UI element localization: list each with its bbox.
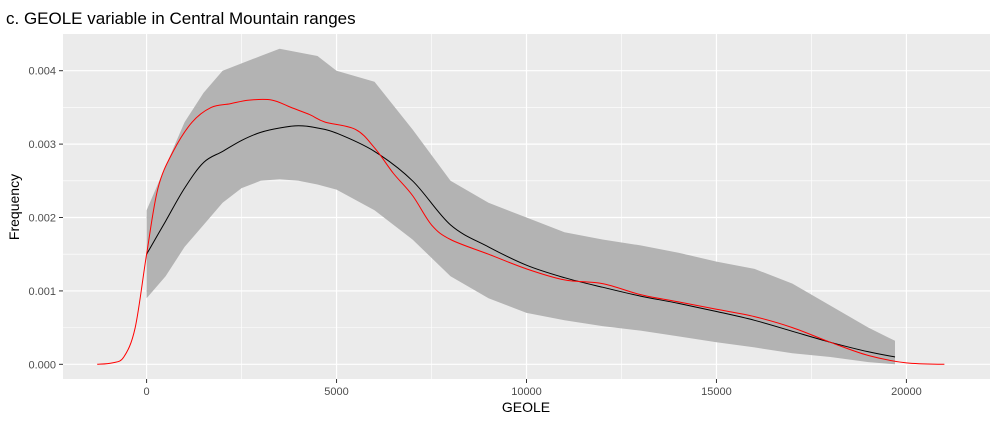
confidence-ribbon bbox=[146, 48, 896, 365]
x-tick-label: 20000 bbox=[891, 386, 922, 398]
x-tick-label: 10000 bbox=[511, 386, 542, 398]
y-axis: 0.000 0.001 0.002 0.003 0.004 bbox=[28, 66, 63, 371]
mean-density-line bbox=[146, 125, 896, 358]
chart-title: c. GEOLE variable in Central Mountain ra… bbox=[6, 9, 356, 28]
y-tick-label: 0.002 bbox=[28, 213, 56, 225]
y-tick-label: 0.000 bbox=[28, 359, 56, 371]
y-axis-title: Frequency bbox=[6, 174, 22, 240]
observed-density-line bbox=[97, 98, 945, 365]
x-axis-title: GEOLE bbox=[502, 399, 550, 415]
y-tick-label: 0.001 bbox=[28, 286, 56, 298]
series-layer bbox=[97, 48, 945, 365]
x-axis: 0 5000 10000 15000 20000 bbox=[144, 379, 922, 398]
y-tick-label: 0.003 bbox=[28, 139, 56, 151]
x-tick-label: 5000 bbox=[324, 386, 348, 398]
x-tick-label: 0 bbox=[144, 386, 150, 398]
x-tick-label: 15000 bbox=[701, 386, 732, 398]
y-tick-label: 0.004 bbox=[28, 66, 56, 78]
